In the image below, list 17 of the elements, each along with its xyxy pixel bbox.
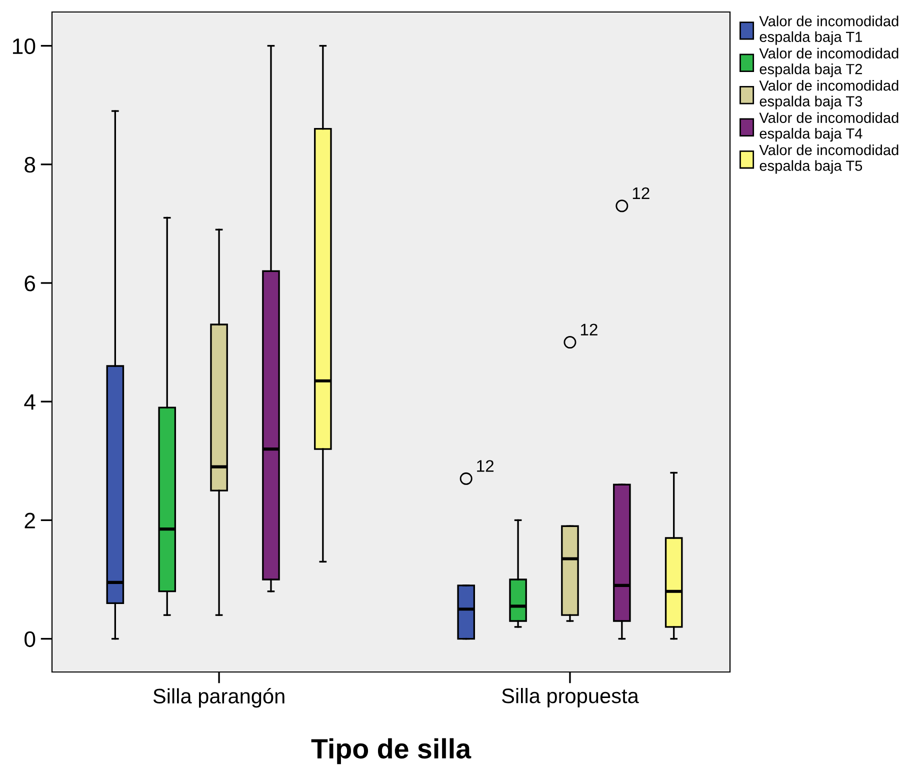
- annotation: 12: [580, 324, 598, 336]
- y-tick-label: 10: [13, 38, 36, 54]
- x-tick-label: Silla parangón: [153, 688, 284, 708]
- y-tick-label: 8: [24, 156, 36, 173]
- y-tick-label: 4: [24, 394, 36, 410]
- y-tick-label: 6: [24, 276, 36, 292]
- x-tick-label: Silla propuesta: [502, 688, 639, 708]
- legend-label: Valor de incomodidad espalda baja T2: [759, 48, 898, 78]
- legend-label: Valor de incomodidad espalda baja T3: [759, 80, 898, 110]
- y-tick-label: 0: [24, 631, 36, 648]
- annotation: 12: [477, 460, 494, 472]
- legend-label: Valor de incomodidad espalda baja T1: [759, 16, 898, 45]
- x-axis-title: Tipo de silla: [311, 738, 472, 764]
- y-tick-label: 2: [24, 512, 35, 528]
- legend-label: Valor de incomodidad espalda baja T4: [759, 112, 898, 142]
- annotation: 12: [632, 187, 650, 199]
- legend-label: Valor de incomodidad espalda baja T5: [759, 144, 898, 174]
